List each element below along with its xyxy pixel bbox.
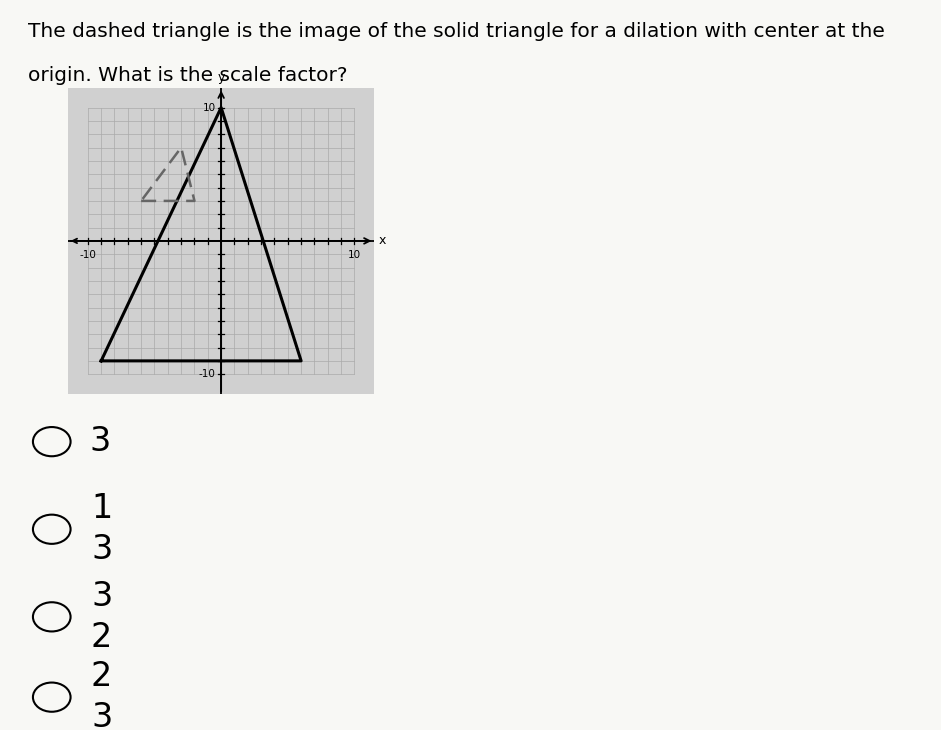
Text: origin. What is the scale factor?: origin. What is the scale factor? bbox=[28, 66, 348, 85]
Text: 3: 3 bbox=[89, 425, 111, 458]
Text: The dashed triangle is the image of the solid triangle for a dilation with cente: The dashed triangle is the image of the … bbox=[28, 22, 885, 41]
Text: -10: -10 bbox=[79, 250, 96, 260]
Text: x: x bbox=[378, 234, 386, 247]
Text: -10: -10 bbox=[199, 369, 215, 379]
Text: 3: 3 bbox=[91, 533, 112, 566]
Text: y: y bbox=[217, 71, 225, 84]
Text: 3: 3 bbox=[91, 701, 112, 730]
Text: 2: 2 bbox=[91, 620, 112, 654]
Text: 1: 1 bbox=[91, 492, 112, 526]
Text: 10: 10 bbox=[348, 250, 361, 260]
Text: 2: 2 bbox=[91, 660, 112, 694]
Text: 10: 10 bbox=[202, 103, 215, 112]
Text: 3: 3 bbox=[91, 580, 112, 613]
